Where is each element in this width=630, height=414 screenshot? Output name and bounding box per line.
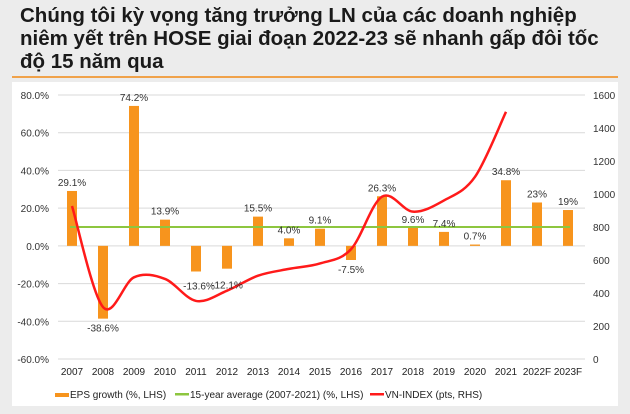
x-axis-tick: 2013 xyxy=(247,367,270,378)
data-label: 15.5% xyxy=(244,204,272,215)
data-label: -38.6% xyxy=(87,324,119,335)
data-label: 9.6% xyxy=(402,215,425,226)
data-label: 0.7% xyxy=(464,232,487,243)
right-axis-tick: 0 xyxy=(593,355,599,366)
x-axis-tick: 2023F xyxy=(554,367,582,378)
data-label: 26.3% xyxy=(368,183,396,194)
data-label: -13.6% xyxy=(183,282,215,293)
eps-bar xyxy=(532,202,542,246)
right-axis-tick: 600 xyxy=(593,256,610,267)
eps-bar xyxy=(377,196,387,246)
x-axis-tick: 2015 xyxy=(309,367,332,378)
x-axis-tick: 2018 xyxy=(402,367,425,378)
data-label: 4.0% xyxy=(278,225,301,236)
x-axis-tick: 2014 xyxy=(278,367,301,378)
legend-label: EPS growth (%, LHS) xyxy=(70,390,166,401)
eps-bar xyxy=(160,219,170,246)
left-axis-tick: 80.0% xyxy=(21,91,49,102)
title-underline xyxy=(12,76,618,78)
data-label: 23% xyxy=(527,189,547,200)
data-label: 74.2% xyxy=(120,93,148,104)
x-axis-tick: 2020 xyxy=(464,367,487,378)
eps-bar xyxy=(253,216,263,246)
x-axis-tick: 2016 xyxy=(340,367,363,378)
legend-swatch xyxy=(175,393,189,396)
data-label: 9.1% xyxy=(309,216,332,227)
x-axis-tick: 2007 xyxy=(61,367,84,378)
eps-bar xyxy=(67,190,77,246)
data-label: 7.4% xyxy=(433,219,456,230)
data-label: 34.8% xyxy=(492,167,520,178)
left-axis-tick: 0.0% xyxy=(26,242,49,253)
eps-bar xyxy=(98,245,108,319)
legend-swatch xyxy=(370,393,384,396)
x-axis-tick: 2012 xyxy=(216,367,239,378)
data-label: -12.1% xyxy=(211,281,243,292)
right-axis-tick: 1000 xyxy=(593,190,616,201)
data-label: 19% xyxy=(558,197,578,208)
eps-bar xyxy=(222,245,232,269)
legend-label: 15-year average (2007-2021) (%, LHS) xyxy=(190,390,363,401)
eps-bar xyxy=(284,238,294,246)
right-axis-tick: 1200 xyxy=(593,157,616,168)
x-axis-tick: 2019 xyxy=(433,367,456,378)
right-axis-tick: 800 xyxy=(593,223,610,234)
right-axis-tick: 1600 xyxy=(593,91,616,102)
eps-bar xyxy=(439,231,449,246)
eps-bar xyxy=(470,244,480,246)
eps-bar xyxy=(346,245,356,260)
x-axis-tick: 2011 xyxy=(185,367,207,378)
eps-bar xyxy=(129,105,139,246)
eps-bar xyxy=(408,227,418,246)
x-axis-tick: 2021 xyxy=(495,367,518,378)
data-label: -7.5% xyxy=(338,265,364,276)
right-axis-tick: 1400 xyxy=(593,124,616,135)
page-title: Chúng tôi kỳ vọng tăng trưởng LN của các… xyxy=(20,4,599,73)
x-axis-tick: 2010 xyxy=(154,367,177,378)
eps-bar xyxy=(315,228,325,246)
left-axis-tick: 40.0% xyxy=(21,166,49,177)
vn-index-line xyxy=(70,111,508,311)
legend-swatch xyxy=(55,393,69,397)
x-axis-tick: 2009 xyxy=(123,367,146,378)
left-axis-tick: -60.0% xyxy=(17,355,49,366)
data-label: 13.9% xyxy=(151,207,179,218)
right-axis-tick: 200 xyxy=(593,322,610,333)
x-axis-tick: 2017 xyxy=(371,367,394,378)
x-axis-tick: 2008 xyxy=(92,367,115,378)
right-axis-tick: 400 xyxy=(593,289,610,300)
eps-bar xyxy=(191,245,201,272)
legend-label: VN-INDEX (pts, RHS) xyxy=(385,390,482,401)
left-axis-tick: 20.0% xyxy=(21,204,49,215)
left-axis-tick: -20.0% xyxy=(17,280,49,291)
left-axis-tick: 60.0% xyxy=(21,129,49,140)
data-label: 29.1% xyxy=(58,178,86,189)
x-axis-tick: 2022F xyxy=(523,367,551,378)
eps-bar xyxy=(501,180,511,246)
left-axis-tick: -40.0% xyxy=(17,317,49,328)
